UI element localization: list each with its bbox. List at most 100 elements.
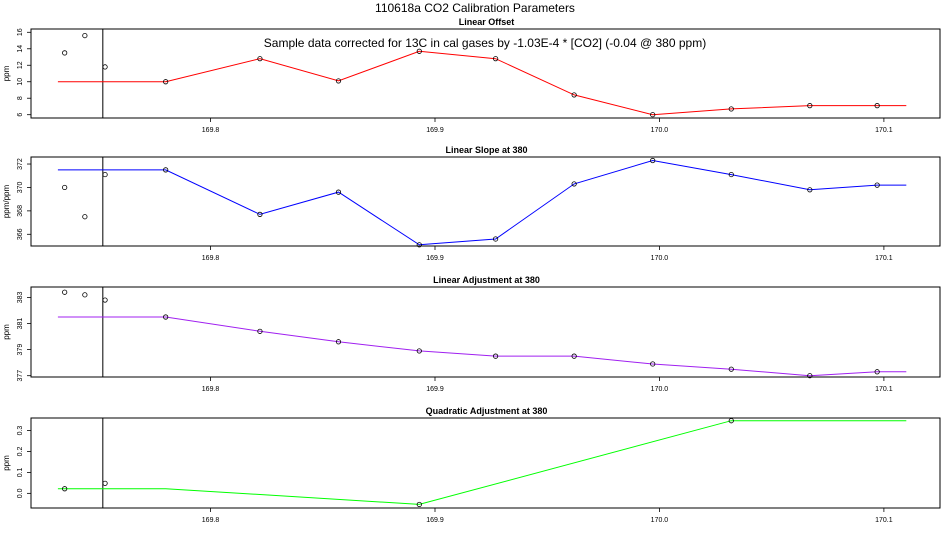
y-tick-label: 383 [17, 291, 24, 303]
data-point [807, 103, 813, 109]
data-point [82, 214, 88, 220]
y-tick-label: 0.1 [17, 467, 24, 477]
data-point [650, 112, 656, 118]
data-point [257, 56, 263, 62]
page-title: 110618a CO2 Calibration Parameters [375, 1, 575, 15]
plot-frame [30, 156, 941, 247]
panel-title: Quadratic Adjustment at 380 [426, 406, 548, 416]
y-tick-label: 372 [17, 158, 24, 170]
data-point [650, 157, 656, 164]
y-axis-label: ppm [2, 324, 11, 340]
x-tick-label: 169.9 [426, 517, 444, 524]
y-axis-label: ppm [2, 455, 11, 471]
data-point [571, 353, 577, 359]
x-tick-label: 169.8 [202, 386, 220, 393]
series-line [57, 420, 907, 505]
panel-title: Linear Slope at 380 [445, 145, 527, 155]
y-tick-label: 379 [17, 344, 24, 356]
y-tick-label: 377 [17, 370, 24, 382]
x-tick-label: 169.8 [202, 255, 220, 262]
data-point [728, 418, 734, 424]
data-point [650, 361, 656, 367]
data-point [82, 32, 88, 39]
data-point [335, 339, 342, 345]
x-tick-label: 169.9 [426, 127, 444, 134]
y-axis-label: ppm/ppm [2, 184, 11, 218]
panel-linear-adjustment: Linear Adjustment at 380 377 379 381 383 169.… [2, 275, 941, 393]
data-point [728, 171, 734, 178]
y-tick-label: 0.3 [17, 426, 24, 436]
y-tick-label: 366 [17, 228, 24, 240]
data-point [874, 182, 880, 188]
data-point [62, 486, 68, 492]
data-point [728, 366, 734, 372]
y-tick-label: 14 [17, 45, 24, 53]
data-point [335, 189, 342, 195]
x-tick-label: 170.1 [875, 255, 893, 262]
data-point [62, 50, 68, 56]
data-point [416, 48, 422, 54]
panel-title: Linear Adjustment at 380 [433, 275, 540, 285]
y-tick-label: 381 [17, 318, 24, 330]
y-axis-label: ppm [2, 65, 11, 81]
data-point [102, 171, 108, 178]
data-point [163, 79, 169, 85]
data-point [416, 501, 422, 508]
x-tick-label: 170.1 [875, 127, 893, 134]
data-point [416, 242, 422, 248]
series-line [57, 316, 907, 377]
data-point [62, 289, 68, 295]
x-tick-label: 169.8 [202, 517, 220, 524]
x-tick-label: 170.1 [875, 517, 893, 524]
data-point [807, 373, 813, 379]
data-point [571, 181, 577, 187]
data-point [102, 480, 108, 486]
data-point [102, 297, 108, 303]
panel-title: Linear Offset [459, 17, 515, 27]
x-tick-label: 170.0 [651, 517, 669, 524]
panel-quadratic-adjustment: Quadratic Adjustment at 380 0.0 0.1 0.2 0.3 1… [2, 406, 941, 524]
plot-frame [30, 28, 941, 119]
y-tick-label: 12 [17, 61, 24, 69]
data-point [492, 353, 499, 359]
plot-frame [30, 286, 941, 378]
data-point [163, 167, 169, 173]
y-tick-label: 370 [17, 182, 24, 194]
x-tick-label: 170.0 [651, 386, 669, 393]
x-tick-label: 169.8 [202, 127, 220, 134]
data-point [571, 92, 577, 98]
data-point [874, 369, 880, 375]
plot-frame [30, 417, 941, 509]
y-tick-label: 16 [17, 28, 24, 36]
x-tick-label: 169.9 [426, 386, 444, 393]
data-point [102, 64, 108, 70]
series-line [57, 50, 907, 116]
panel-linear-slope: Linear Slope at 380 366 368 370 372 169.8 169.… [2, 145, 941, 262]
correction-annotation: Sample data corrected for 13C in cal gas… [264, 36, 706, 50]
data-point [62, 184, 68, 191]
data-point [874, 103, 880, 109]
y-tick-label: 6 [17, 113, 24, 117]
y-tick-label: 0.0 [17, 488, 24, 498]
data-point [728, 106, 734, 112]
data-point [416, 348, 422, 354]
y-tick-label: 8 [17, 96, 24, 100]
y-tick-label: 0.2 [17, 447, 24, 457]
data-point [257, 211, 263, 217]
data-point [492, 56, 499, 62]
x-tick-label: 169.9 [426, 255, 444, 262]
x-tick-label: 170.0 [651, 255, 669, 262]
x-tick-label: 170.1 [875, 386, 893, 393]
data-point [807, 187, 813, 193]
data-point [163, 314, 169, 320]
y-tick-label: 368 [17, 205, 24, 217]
x-tick-label: 170.0 [651, 127, 669, 134]
data-point [257, 328, 263, 334]
data-point [82, 292, 88, 298]
data-point [492, 236, 499, 242]
y-tick-label: 10 [17, 78, 24, 86]
panel-linear-offset: Linear Offset 6 8 10 12 14 16 169.8 169.9 170.0 17… [2, 17, 941, 134]
data-point [335, 78, 342, 84]
series-line [57, 159, 907, 246]
